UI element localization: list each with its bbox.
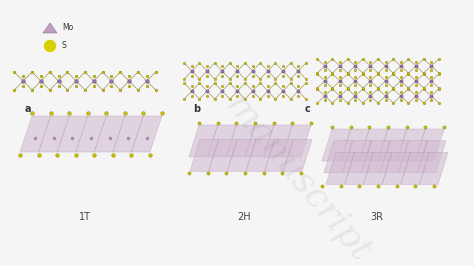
Text: 2H: 2H (237, 212, 251, 222)
Text: S: S (62, 41, 67, 51)
Text: a: a (25, 104, 31, 114)
Text: 3R: 3R (371, 212, 383, 222)
Polygon shape (43, 23, 57, 33)
Text: b: b (193, 104, 200, 114)
Text: c: c (305, 104, 311, 114)
Text: 1T: 1T (79, 212, 91, 222)
Text: Mo: Mo (62, 23, 73, 32)
Circle shape (45, 40, 55, 52)
Text: manuscript: manuscript (219, 88, 378, 266)
